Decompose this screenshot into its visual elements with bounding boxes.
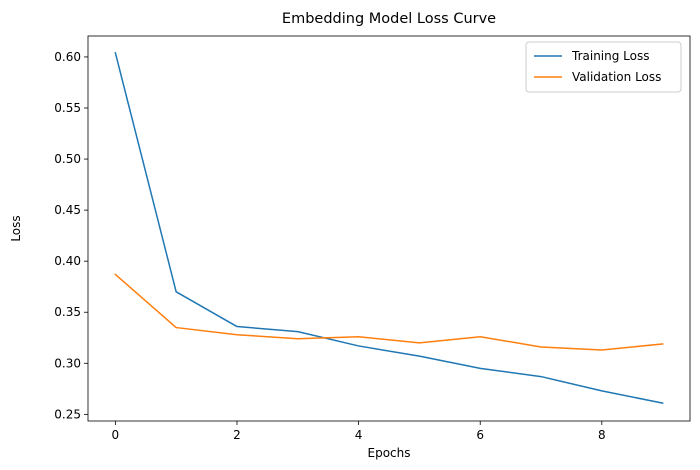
legend-entry-label: Training Loss <box>571 49 649 63</box>
y-tick-label: 0.50 <box>54 152 81 166</box>
y-tick-label: 0.55 <box>54 101 81 115</box>
x-tick-label: 0 <box>112 428 120 442</box>
legend: Training Loss Validation Loss <box>525 41 682 93</box>
chart-title: Embedding Model Loss Curve <box>282 11 496 27</box>
legend-box <box>525 41 682 93</box>
x-axis-label: Epochs <box>368 446 411 460</box>
series-line-validation-loss <box>114 273 664 351</box>
y-tick-label: 0.35 <box>54 305 81 319</box>
x-tick-label: 4 <box>355 428 363 442</box>
y-tick-label: 0.60 <box>54 50 81 64</box>
axes-frame <box>87 35 691 422</box>
legend-entry-label: Validation Loss <box>572 70 661 84</box>
x-tick-label: 2 <box>233 428 241 442</box>
y-tick-label: 0.30 <box>54 356 81 370</box>
plot-area: 0 2 4 6 8 0.25 0.30 0.35 0.40 0.45 0.50 0.55 0.60 <box>54 35 691 442</box>
x-tick-label: 8 <box>598 428 606 442</box>
series-line-training-loss <box>114 51 664 405</box>
y-tick-label: 0.45 <box>54 203 81 217</box>
y-axis-label: Loss <box>9 215 23 241</box>
x-tick-label: 6 <box>476 428 484 442</box>
y-tick-label: 0.40 <box>54 254 81 268</box>
y-tick-label: 0.25 <box>54 407 81 421</box>
